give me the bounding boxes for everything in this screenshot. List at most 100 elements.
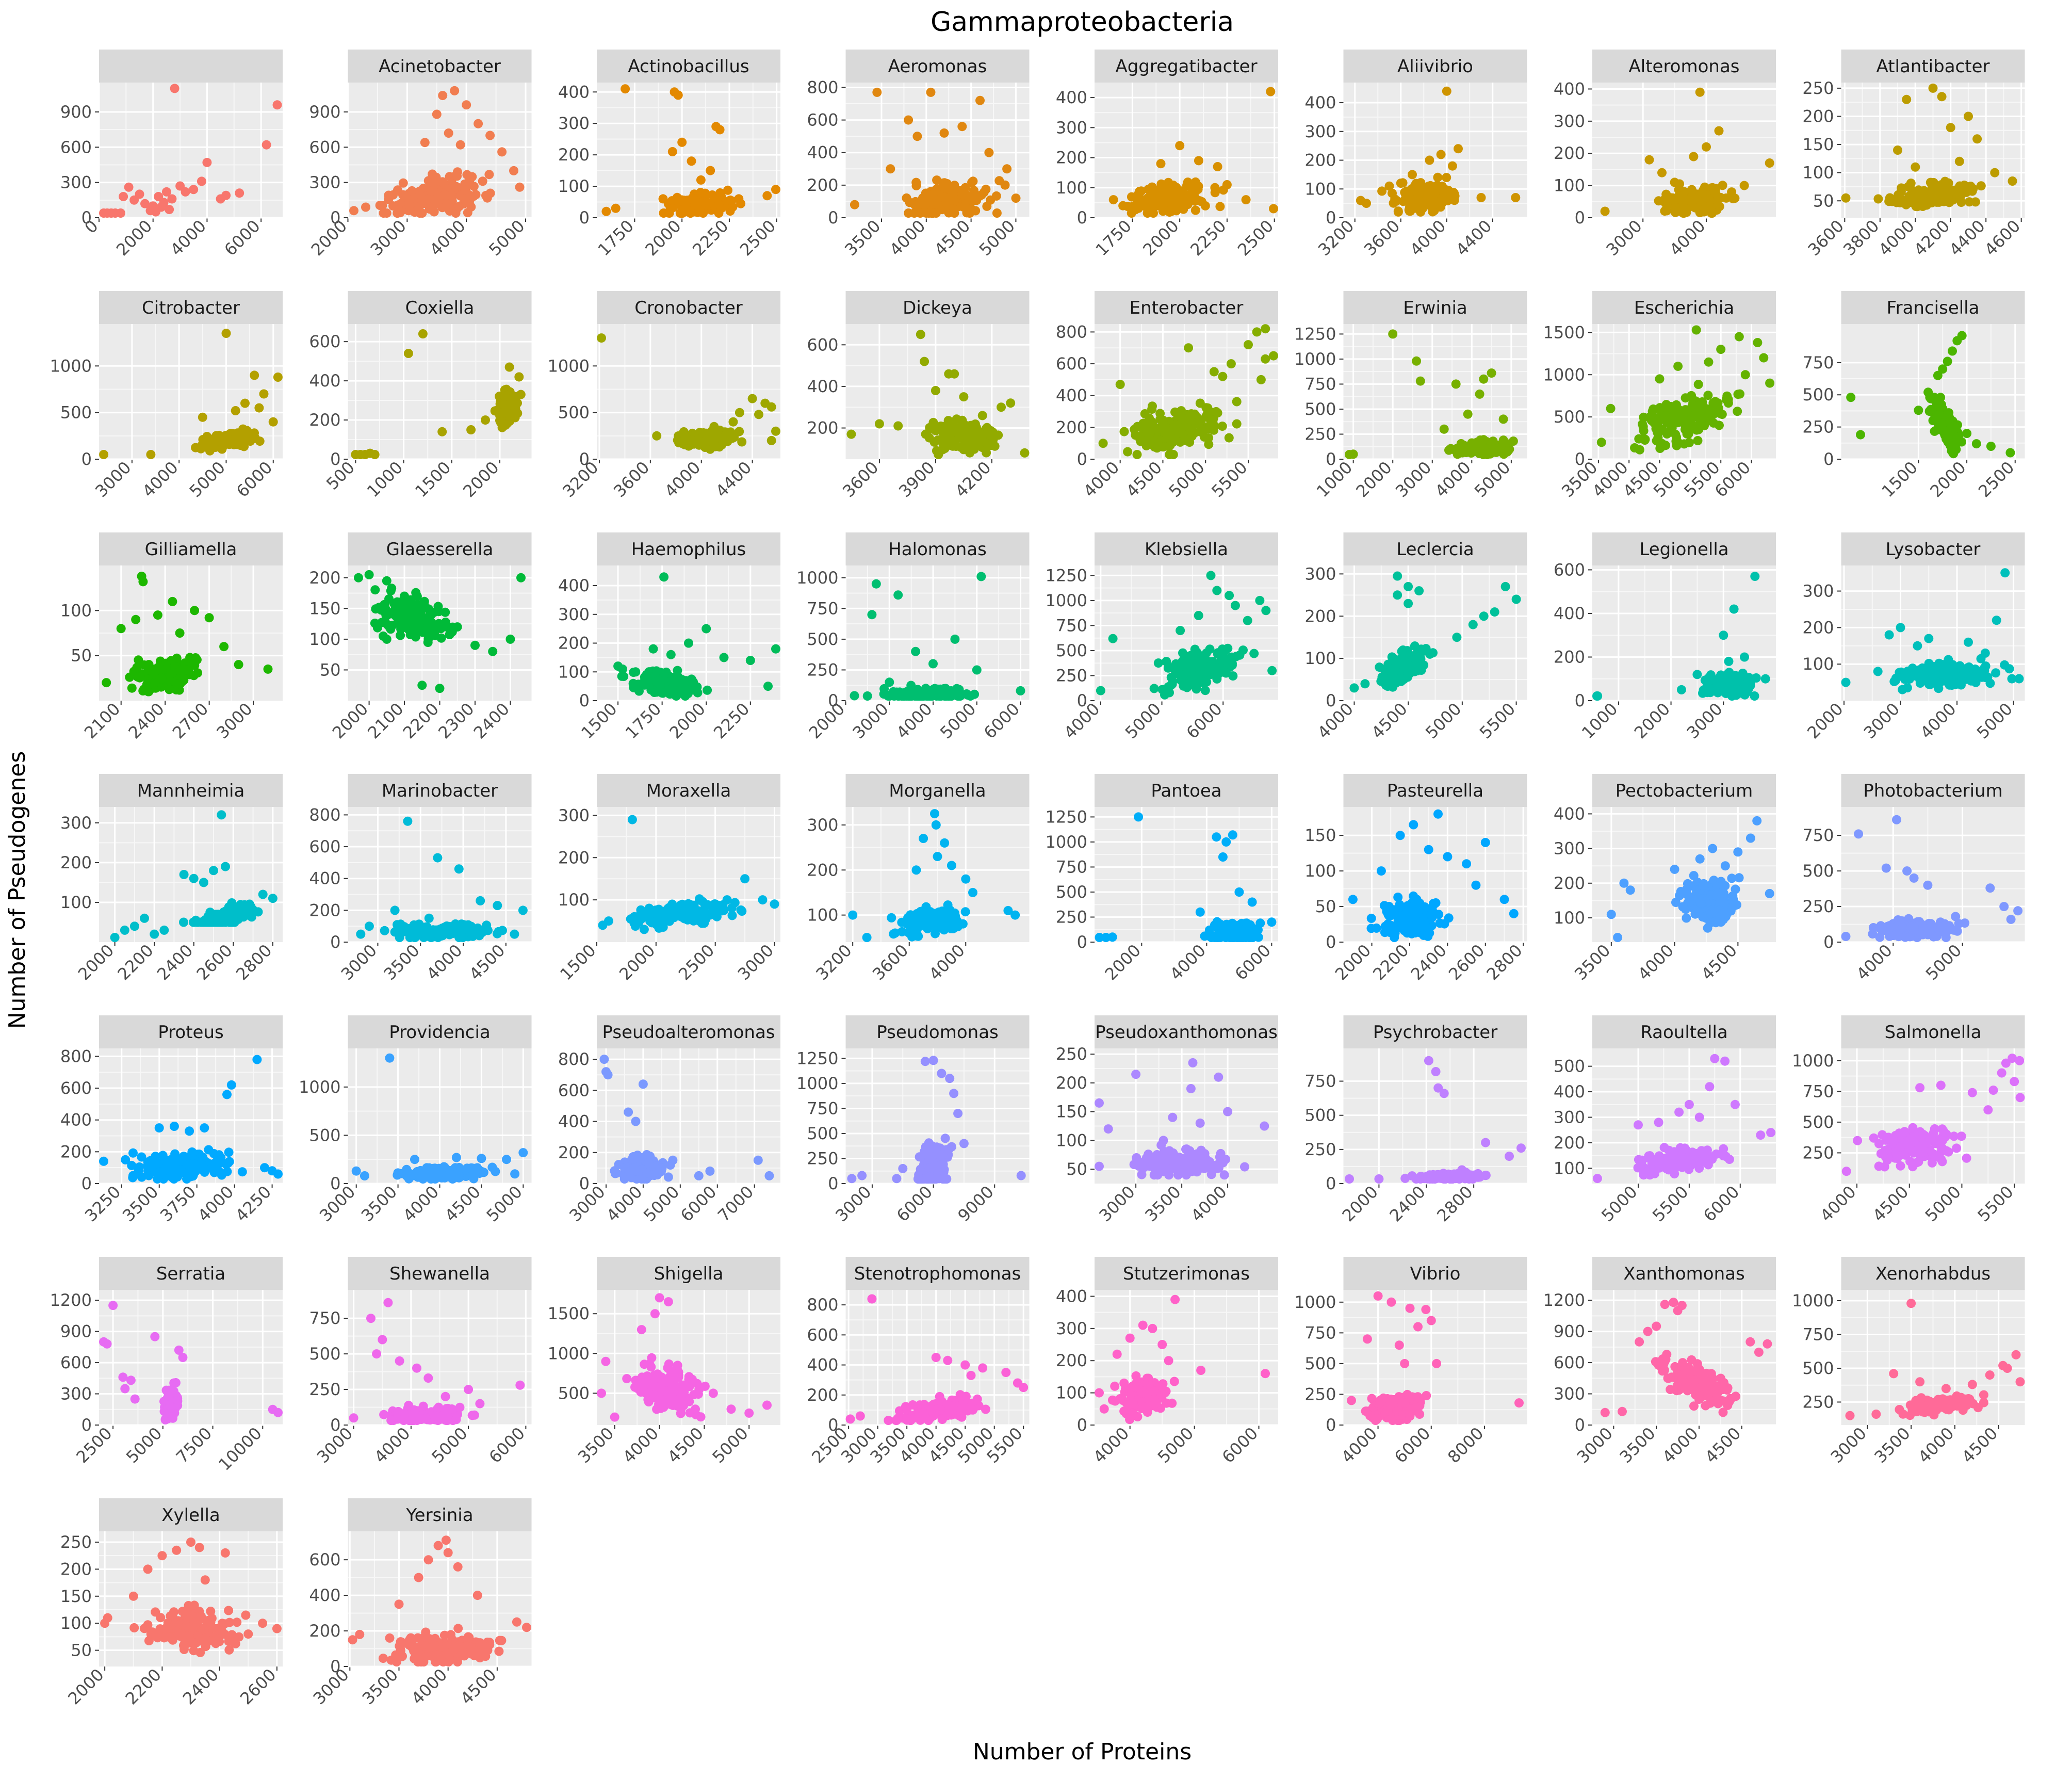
data-point: [381, 619, 391, 628]
data-point: [1179, 197, 1188, 206]
y-tick-label: 500: [807, 629, 838, 649]
data-point: [1261, 354, 1270, 364]
x-tick-label: 4000: [426, 216, 469, 260]
data-point: [621, 84, 630, 94]
data-point: [246, 901, 255, 911]
data-point: [129, 195, 139, 205]
x-tick-label: 2400: [153, 941, 197, 984]
x-tick-label: 2100: [364, 699, 407, 742]
data-point: [504, 362, 514, 372]
x-tick-label: 2250: [1186, 216, 1230, 260]
strip-label: Alteromonas: [1628, 56, 1739, 77]
data-point: [656, 676, 665, 686]
data-point: [407, 186, 417, 196]
data-point: [127, 683, 137, 693]
data-point: [684, 638, 693, 648]
data-point: [1661, 205, 1671, 215]
x-tick-label: 3600: [839, 458, 882, 501]
data-point: [131, 614, 141, 624]
y-tick-label: 600: [807, 335, 838, 354]
data-point: [268, 894, 278, 903]
data-point: [1425, 155, 1434, 165]
x-tick-label: 4000: [1916, 699, 1960, 742]
data-point: [404, 199, 414, 209]
data-point: [737, 437, 747, 447]
data-point: [1187, 431, 1197, 441]
data-point: [1733, 407, 1742, 416]
data-point: [382, 208, 391, 218]
y-tick-label: 0: [1575, 208, 1585, 228]
data-point: [1661, 441, 1670, 450]
data-point: [1938, 364, 1948, 374]
data-point: [1449, 196, 1459, 205]
y-tick-label: 600: [807, 110, 838, 130]
x-tick-label: 4400: [1452, 216, 1495, 260]
data-point: [510, 397, 519, 407]
data-point: [1439, 188, 1449, 198]
x-tick-label: 4200: [1910, 216, 1953, 260]
data-point: [1731, 690, 1741, 700]
data-point: [701, 201, 711, 211]
strip-label: Actinobacillus: [628, 56, 749, 77]
x-tick-label: 4000: [1666, 216, 1709, 260]
data-point: [432, 109, 442, 119]
data-point: [1096, 686, 1105, 695]
data-point: [1000, 180, 1010, 190]
data-point: [1269, 204, 1278, 214]
data-point: [361, 202, 370, 212]
x-tick-label: 3000: [1860, 699, 1903, 742]
data-point: [268, 417, 278, 427]
x-tick-label: 5000: [1121, 699, 1165, 742]
data-point: [1688, 411, 1698, 420]
data-point: [1946, 123, 1955, 133]
data-point: [102, 678, 111, 688]
data-point: [1349, 683, 1359, 693]
data-point: [1414, 662, 1424, 672]
data-point: [1703, 391, 1713, 400]
y-tick-label: 400: [558, 82, 590, 102]
data-point: [168, 596, 177, 606]
data-point: [403, 349, 413, 358]
data-point: [1447, 161, 1457, 171]
data-point: [381, 609, 390, 619]
data-point: [1450, 445, 1460, 455]
y-tick-label: 200: [60, 853, 92, 872]
data-point: [1397, 646, 1407, 656]
data-point: [1436, 150, 1446, 159]
data-point: [452, 622, 462, 632]
data-point: [1692, 670, 1702, 679]
data-point: [1681, 425, 1690, 434]
data-point: [1147, 182, 1157, 192]
x-tick-label: 5000: [1650, 458, 1693, 501]
x-tick-label: 2000: [1352, 458, 1395, 501]
data-point: [1415, 376, 1425, 386]
strip-label: Francisella: [1887, 298, 1980, 318]
data-point: [1914, 406, 1923, 415]
data-point: [1224, 433, 1234, 443]
data-point: [2005, 448, 2015, 458]
data-point: [235, 188, 244, 198]
data-point: [1676, 685, 1686, 694]
data-points: [349, 86, 525, 218]
x-tick-label: 3000: [367, 216, 410, 260]
data-point: [1990, 168, 2000, 177]
y-tick-label: 100: [1304, 649, 1336, 668]
data-point: [665, 204, 675, 214]
data-point: [1360, 679, 1370, 689]
data-point: [658, 194, 668, 204]
data-point: [1957, 331, 1967, 341]
strip-label: Erwinia: [1403, 298, 1467, 318]
data-point: [959, 392, 969, 402]
data-point: [1911, 188, 1920, 198]
data-point: [1209, 367, 1219, 377]
y-tick-label: 250: [1802, 417, 1834, 437]
data-point: [179, 917, 188, 927]
data-point: [1948, 346, 1957, 356]
data-point: [1846, 393, 1856, 402]
data-point: [1477, 439, 1487, 448]
data-point: [1376, 676, 1386, 686]
data-point: [667, 147, 677, 156]
data-point: [247, 912, 256, 922]
data-point: [220, 913, 230, 923]
